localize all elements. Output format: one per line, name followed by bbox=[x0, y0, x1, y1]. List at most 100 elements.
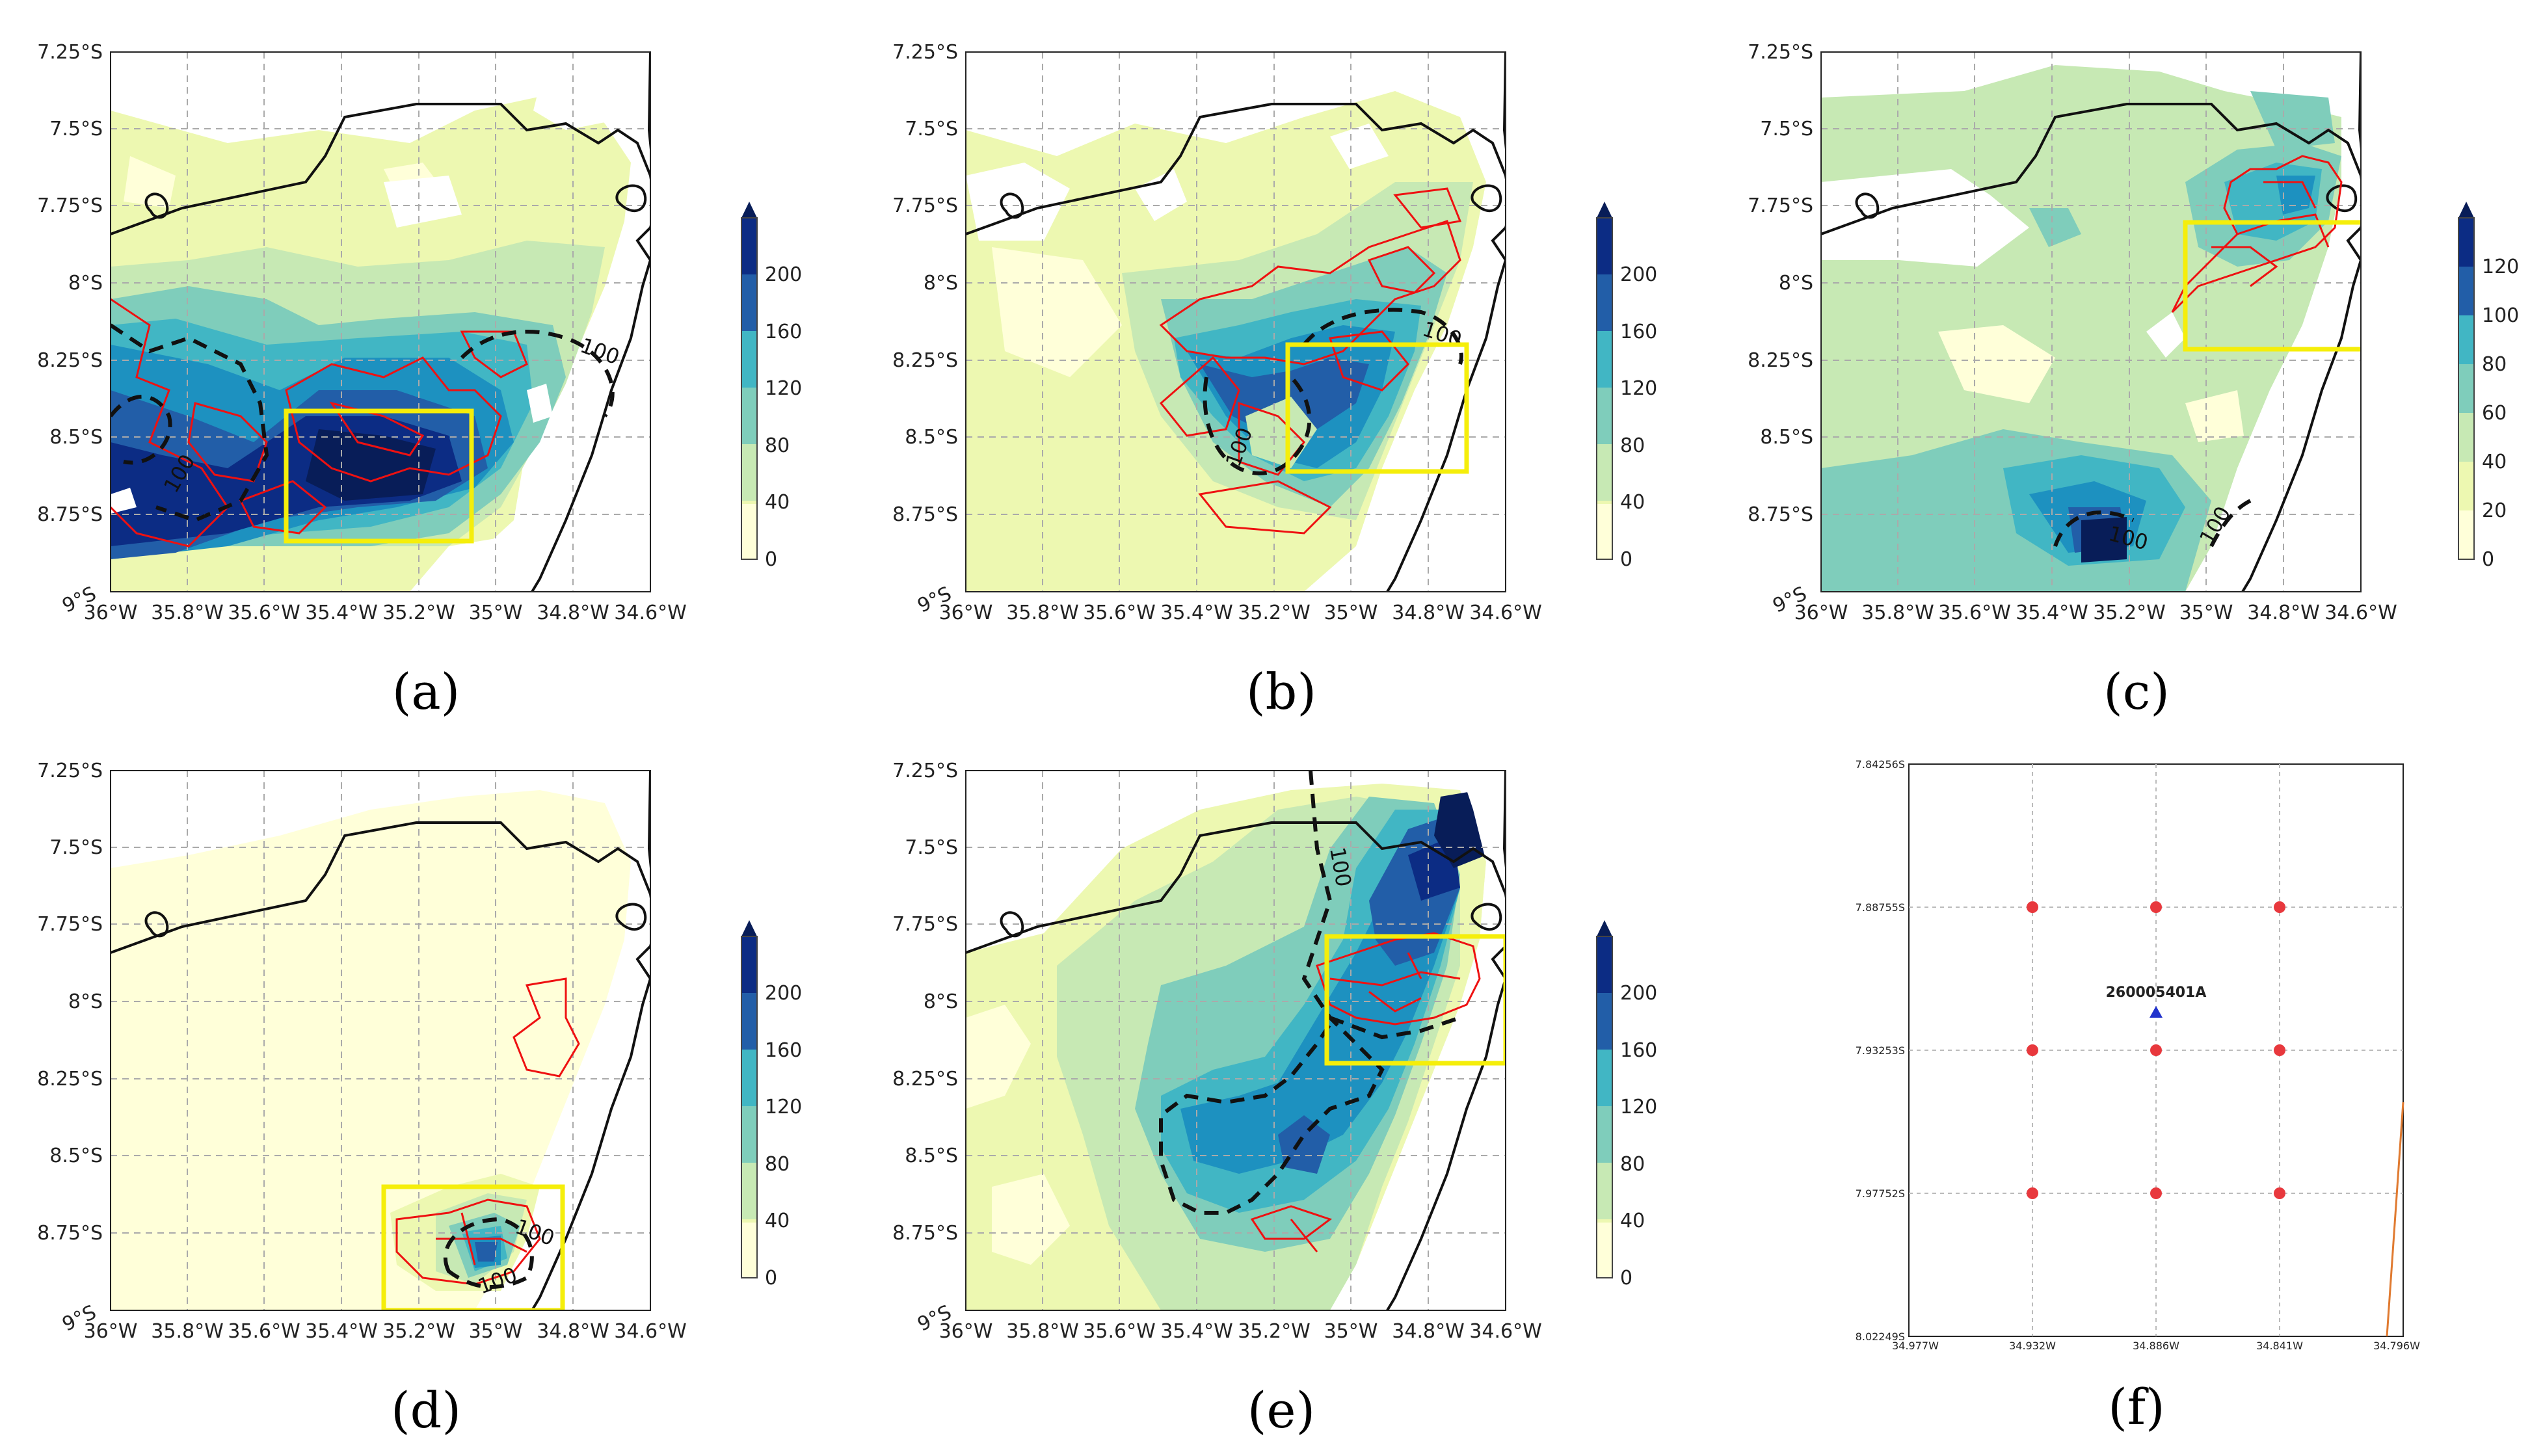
lat-tick: 8.25°S bbox=[892, 1068, 958, 1091]
lon-tick: 35.4°W bbox=[1160, 602, 1232, 624]
lat-tick: 7.5°S bbox=[1760, 118, 1813, 140]
colorbar: 0 40 80 120 160 200 bbox=[741, 202, 802, 571]
lat-tick: 7.75°S bbox=[892, 913, 958, 936]
municipality-boundaries bbox=[395, 977, 580, 1286]
colorbar-tick: 40 bbox=[765, 491, 790, 514]
station-id-label: 260005401A bbox=[2106, 985, 2207, 1001]
contour-100 bbox=[2053, 499, 2252, 548]
colorbar-tick: 0 bbox=[765, 548, 777, 571]
panel-label: (b) bbox=[1246, 663, 1316, 721]
lat-tick: 8.25°S bbox=[37, 1068, 103, 1091]
grid-lines bbox=[1909, 764, 2403, 1336]
lat-tick: 8.75°S bbox=[37, 503, 103, 526]
lon-tick: 35.8°W bbox=[1006, 602, 1078, 624]
lat-tick: 8.25°S bbox=[1748, 349, 1813, 372]
lat-tick: 8.5°S bbox=[49, 426, 103, 449]
colorbar-tick: 120 bbox=[765, 377, 802, 400]
lon-tick: 35.4°W bbox=[1160, 1320, 1232, 1343]
study-area-box bbox=[381, 1184, 565, 1310]
lat-tick: 7.25°S bbox=[892, 760, 958, 782]
lat-tick: 8.75°S bbox=[892, 503, 958, 526]
lon-tick: 36°W bbox=[939, 602, 993, 624]
lon-tick: 35.6°W bbox=[228, 602, 300, 624]
grid-lines bbox=[111, 771, 650, 1310]
colorbar-tick: 60 bbox=[2482, 402, 2507, 425]
lon-tick: 36°W bbox=[84, 1320, 138, 1343]
colorbar-tick: 0 bbox=[1620, 1267, 1632, 1290]
lon-tick: 35.4°W bbox=[305, 602, 377, 624]
lat-axis-labels: 7.25°S 7.5°S 7.75°S 8°S 8.25°S 8.5°S 8.7… bbox=[892, 760, 958, 1336]
municipality-boundaries bbox=[1159, 187, 1462, 535]
study-area-box bbox=[2183, 220, 2361, 352]
colorbar-tick: 0 bbox=[765, 1267, 777, 1290]
study-area-box bbox=[284, 408, 474, 544]
colorbar-tick: 200 bbox=[1620, 263, 1657, 286]
lat-axis-labels: 7.25°S 7.5°S 7.75°S 8°S 8.25°S 8.5°S 8.7… bbox=[37, 41, 103, 618]
rainfall-field bbox=[111, 52, 650, 592]
municipality-boundaries bbox=[1250, 932, 1481, 1252]
lat-tick: 8.5°S bbox=[905, 426, 958, 449]
lat-tick: 8°S bbox=[68, 272, 103, 295]
lon-tick: 35°W bbox=[469, 602, 523, 624]
contour-100 bbox=[1159, 771, 1461, 1215]
panel-label: (c) bbox=[2103, 663, 2170, 721]
lat-tick: 8.75°S bbox=[892, 1222, 958, 1245]
lat-tick: 7.97752S bbox=[1856, 1187, 1905, 1200]
lat-tick: 7.75°S bbox=[37, 194, 103, 217]
study-area-box bbox=[1324, 934, 1506, 1066]
lat-tick: 8.5°S bbox=[1760, 426, 1813, 449]
lon-axis-labels: 36°W 35.8°W 35.6°W 35.4°W 35.2°W 35°W 34… bbox=[84, 602, 687, 624]
grid-point bbox=[2027, 1187, 2038, 1199]
panel-b: 100 100 7.25°S 7.5°S 7.75°S 8°S 8.25°S 8… bbox=[892, 41, 1657, 721]
colorbar-tick: 120 bbox=[2482, 256, 2519, 278]
lon-tick: 35.8°W bbox=[151, 602, 223, 624]
lon-tick: 34.886W bbox=[2133, 1340, 2179, 1352]
lon-tick: 35.6°W bbox=[1083, 1320, 1155, 1343]
lon-axis-labels: 36°W 35.8°W 35.6°W 35.4°W 35.2°W 35°W 34… bbox=[84, 1320, 687, 1343]
colorbar-tick: 160 bbox=[1620, 1039, 1657, 1062]
lon-tick: 35°W bbox=[2179, 602, 2233, 624]
lon-tick: 35.6°W bbox=[1083, 602, 1155, 624]
grid-point bbox=[2150, 901, 2162, 913]
colorbar: 0 40 80 120 160 200 bbox=[1596, 202, 1657, 571]
lon-tick: 34.8°W bbox=[537, 1320, 609, 1343]
colorbar-tick: 160 bbox=[765, 321, 802, 343]
colorbar-tick: 40 bbox=[1620, 1210, 1645, 1232]
grid-lines bbox=[966, 52, 1506, 592]
lon-axis-labels: 36°W 35.8°W 35.6°W 35.4°W 35.2°W 35°W 34… bbox=[939, 1320, 1542, 1343]
coastline-segment bbox=[2386, 1102, 2404, 1337]
grid-point bbox=[2274, 1187, 2285, 1199]
lat-tick: 7.25°S bbox=[892, 41, 958, 64]
municipality-boundaries bbox=[2171, 155, 2343, 313]
lon-tick: 35.4°W bbox=[2016, 602, 2088, 624]
colorbar-tick: 120 bbox=[1620, 1096, 1657, 1118]
lat-tick: 8.25°S bbox=[37, 349, 103, 372]
lat-tick: 7.5°S bbox=[49, 836, 103, 859]
lat-tick: 7.25°S bbox=[1748, 41, 1813, 64]
panel-f: 260005401A 7.84256S 7.88755S 7.93253S 7.… bbox=[1856, 758, 2420, 1436]
grid-point bbox=[2027, 1044, 2038, 1056]
lat-tick: 7.84256S bbox=[1856, 758, 1905, 771]
grid-point bbox=[2150, 1044, 2162, 1056]
colorbar-tick: 80 bbox=[765, 434, 790, 457]
lon-tick: 34.6°W bbox=[1469, 1320, 1541, 1343]
lat-tick: 8°S bbox=[924, 990, 958, 1013]
lat-tick: 7.75°S bbox=[37, 913, 103, 936]
lat-tick: 8.5°S bbox=[905, 1145, 958, 1167]
lon-tick: 35°W bbox=[469, 1320, 523, 1343]
colorbar: 0 20 40 60 80 100 120 bbox=[2458, 202, 2519, 571]
lat-tick: 7.25°S bbox=[37, 760, 103, 782]
grid-point bbox=[2274, 1044, 2285, 1056]
panel-a: 100 100 7.25°S 7.5°S 7.75°S 8°S 8.25°S 8… bbox=[37, 41, 802, 721]
lon-tick: 35.6°W bbox=[228, 1320, 300, 1343]
colorbar-tick: 40 bbox=[2482, 451, 2507, 473]
lat-tick: 7.5°S bbox=[905, 118, 958, 140]
lon-tick: 34.796W bbox=[2373, 1340, 2420, 1352]
lat-tick: 8.75°S bbox=[1748, 503, 1813, 526]
grid-point bbox=[2027, 901, 2038, 913]
lon-tick: 35.2°W bbox=[1238, 602, 1310, 624]
lon-axis-labels: 36°W 35.8°W 35.6°W 35.4°W 35.2°W 35°W 34… bbox=[1794, 602, 2397, 624]
lat-axis-labels: 7.84256S 7.88755S 7.93253S 7.97752S 8.02… bbox=[1856, 758, 1905, 1343]
grid-points bbox=[2027, 901, 2285, 1199]
